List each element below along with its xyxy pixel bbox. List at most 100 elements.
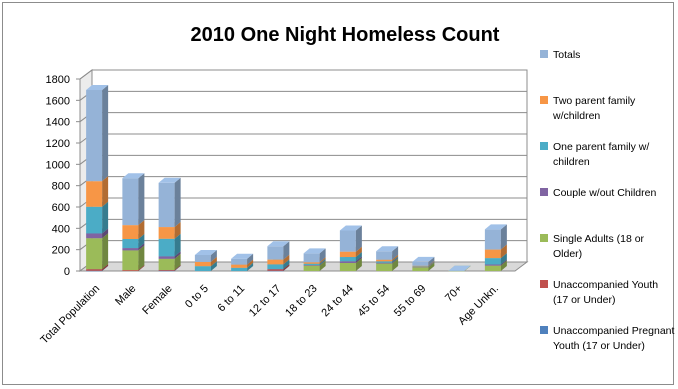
legend-label-line: Two parent family [553,95,636,107]
bar-side [428,256,435,266]
bar-side [428,261,435,268]
bar-side [138,220,145,239]
bar-segment [122,173,145,226]
bar-front [484,258,501,265]
bar-side [210,256,217,267]
bar-segment [86,233,109,270]
legend-swatch [540,50,548,58]
bar-side [174,253,181,271]
bar-side [319,248,326,263]
bar-top [86,84,109,90]
legend-label: Couple w/out Children [553,187,656,199]
bar-front [122,225,139,239]
bar-side [319,260,326,271]
bar-segment [194,250,217,262]
bar-side [283,254,290,265]
bar-side [138,243,145,251]
bar-front [339,230,356,252]
bar-side [319,257,326,264]
legend-label-line: (17 or Under) [553,294,615,306]
bar-front [86,206,103,234]
bar-side [392,258,399,271]
bar-front [86,233,103,239]
bar-side [102,265,109,271]
bar-front [86,270,103,272]
legend-swatch [540,96,548,104]
bar-side [138,245,145,271]
bar-segment [376,246,399,260]
bar-front [158,227,175,239]
bar-top [231,253,254,259]
bar-front [484,229,501,250]
bar-side [174,265,181,271]
bar-side [428,260,435,267]
bar-front [122,248,139,251]
bar-front [86,269,103,271]
x-tick-label: Female [140,283,174,317]
bar-front [484,265,501,271]
bar-side [500,244,507,259]
bar-segment [86,84,109,182]
y-tick-label: 400 [52,223,70,235]
x-tick-label: 6 to 11 [216,283,248,315]
y-tick-label: 200 [52,245,70,257]
legend-swatch [540,142,548,150]
bar-side [355,258,362,271]
y-tick-label: 1200 [46,138,70,150]
bar-front [231,258,248,265]
x-tick-label: Male [113,283,138,308]
bar-top [484,224,507,230]
legend-item: Unaccompanied Pregnant Youth (17 or Under… [540,325,674,352]
bar-front [231,267,248,271]
bar-segment [339,225,362,252]
bars [86,84,507,272]
legend: Totals Two parent family w/children One par… [540,49,674,352]
bar-front [376,262,393,264]
bar-front [376,261,393,263]
bar-front [303,262,320,264]
bar-front [267,269,284,271]
legend-label-line: Totals [553,49,580,61]
bar-top [122,173,145,179]
bar-front [122,178,139,226]
bar-front [376,259,393,262]
x-tick-label: 12 to 17 [247,283,284,320]
bar-side [283,259,290,270]
bar-front [484,249,501,259]
y-tick-label: 800 [52,181,70,193]
legend-label: Single Adults (18 or Older) [553,233,645,260]
bar-side [283,241,290,260]
bar-side [102,176,109,207]
y-tick-label: 600 [52,202,70,214]
legend-label-line: Older) [553,248,582,260]
bar-front [122,270,139,271]
bar-front [158,258,175,271]
legend-item: Single Adults (18 or Older) [540,233,645,260]
bar-front [303,265,320,271]
bar-front [194,261,211,267]
bar-side [464,265,471,271]
legend-label: One parent family w/children [553,141,649,168]
bar-side [102,228,109,239]
back-wall [91,69,528,263]
bar-side [355,246,362,258]
bar-side [174,265,181,271]
bar-front [122,239,139,249]
bar-top [376,246,399,252]
bar-segment [303,248,326,263]
legend-swatch [540,326,548,334]
bar-side [138,173,145,226]
bar-side [102,264,109,271]
bar-front [194,255,211,262]
bar-segment [158,177,181,228]
bar-top [194,250,217,255]
bar-top [303,248,326,254]
bar-front [158,256,175,259]
bar-top [448,265,471,271]
legend-label: Unaccompanied Youth (17 or Under) [553,279,658,306]
bar-side [500,253,507,265]
bar-side [355,225,362,252]
bar-side [392,246,399,260]
bar-side [283,264,290,271]
bar-front [158,270,175,271]
